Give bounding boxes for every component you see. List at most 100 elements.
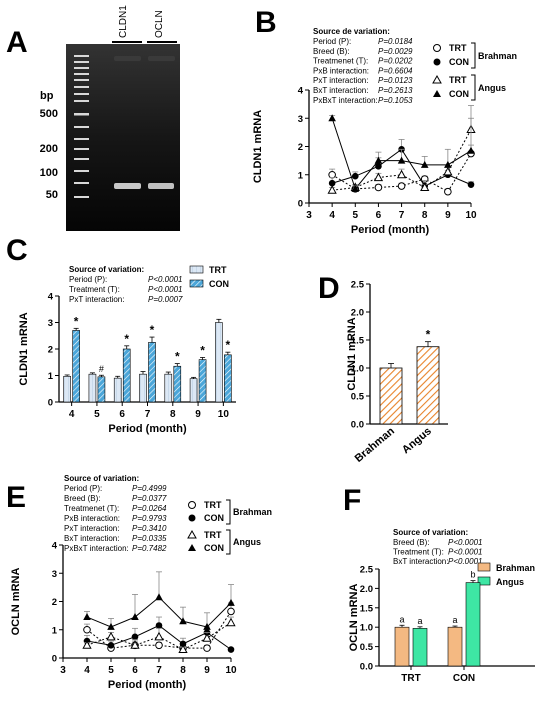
xtick-label-b-6: 9 [445,210,451,221]
y-axis-title-d: CLDN1 mRNA [346,317,358,390]
sig-mark-c-6: * [226,338,231,352]
chart-d: 0.0 0.5 1.0 1.5 2.0 2.5 CLDN1 mRNA Brahman Angus… [346,280,448,465]
band-cldn1 [114,183,141,189]
xtick-label-d-1: Angus [400,425,434,456]
bar-f-0-0 [394,626,410,667]
stat-value-f-2: P<0.0001 [448,557,482,566]
xtick-label-e-7: 10 [225,665,237,676]
bar-f-1-0 [412,628,428,667]
point-b-0-3 [397,182,406,190]
ytick-label-d-5: 2.5 [351,280,365,291]
well-ocln [148,56,175,61]
ytick-label-c-0: 0 [48,398,53,409]
point-e-3-1 [107,622,115,630]
ladder-lane [74,55,89,198]
ytick-label-f-4: 2.0 [360,584,373,595]
ytick-label-e-2: 2 [52,597,57,608]
ytick-label-d-2: 1.0 [351,364,364,375]
point-b-3-5 [444,160,452,168]
point-e-3-4 [179,617,187,625]
ytick-label-e-3: 3 [52,569,57,580]
lane-label-cldn1: CLDN1 [118,5,129,38]
stat-name-b-5: BxT interaction: [313,86,368,95]
legend-e-con-2: CON [204,543,224,553]
point-e-3-3 [155,593,163,601]
bp-mark-50: 50 [46,189,58,201]
y-axis-title-f: OCLN mRNA [348,584,360,652]
stat-value-b-3: P=0.6604 [378,66,413,75]
ytick-label-d-4: 2.0 [351,308,364,319]
ytick-label-b-4: 4 [298,86,304,97]
point-e-1-6 [227,646,235,653]
stat-name-f-2: BxT interaction: [393,557,448,566]
ytick-label-d-1: 0.5 [351,392,365,403]
ytick-label-c-4: 4 [48,292,54,303]
xtick-label-b-1: 4 [329,210,335,221]
ytick-label-f-5: 2.5 [360,565,374,576]
xtick-label-d-0: Brahman [353,425,397,465]
bar-c-0-4 [164,373,173,403]
stat-name-b-6: PxBxT interaction: [313,96,378,105]
stat-value-f-0: P<0.0001 [448,538,482,547]
bp-mark-500: 500 [40,108,58,120]
point-b-1-2 [375,162,382,170]
legend-b-trt-1: TRT [449,43,467,53]
legend-e-con-1: CON [204,513,224,523]
stat-name-e-0: Period (P): [64,484,102,493]
bar-c-1-5 [198,359,207,403]
point-b-3-4 [420,160,429,168]
point-e-2-2 [130,640,140,649]
legend-b-trt-2: TRT [449,75,467,85]
ytick-label-c-2: 2 [48,345,53,356]
point-e-3-2 [131,613,139,621]
point-e-0-0 [83,625,91,634]
stats-title-c: Source of variation: [69,265,144,274]
stat-value-e-4: P=0.3410 [132,524,167,533]
bar-c-1-0 [72,330,80,403]
point-e-1-2 [131,633,139,641]
panel-c: C Source of variation: Period (P): P<0.00… [6,234,236,435]
xtick-label-b-7: 10 [465,210,477,221]
point-b-2-2 [373,172,384,182]
stat-value-c-0: P<0.0001 [148,275,182,284]
stat-value-b-4: P=0.0123 [378,76,413,85]
xtick-label-b-3: 6 [376,210,382,221]
panel-label-c: C [6,234,28,267]
legend-b-con-2: CON [449,89,469,99]
legend-e: TRT CON Brahman TRT CON Angus [187,499,272,555]
chart-b: 0 1 2 3 4 3 4 5 6 7 8 9 10 Period (month) CLDN1 mRNA [252,86,477,237]
stat-value-e-3: P=0.9793 [132,514,167,523]
bar-c-1-2 [122,348,131,403]
xtick-label-b-0: 3 [306,210,312,221]
ytick-label-f-0: 0.0 [360,662,373,673]
x-axis-title-c: Period (month) [108,423,187,435]
panel-label-b: B [255,6,277,39]
sig-mark-c-4: * [175,350,180,364]
y-axis-title-b: CLDN1 mRNA [252,110,264,183]
point-b-3-6 [467,146,475,154]
point-e-2-4 [178,644,188,654]
panel-b: B Source de variation: Period (P): P=0.01… [252,6,517,236]
xtick-label-c-5: 9 [195,409,201,420]
point-b-3-3 [397,156,406,164]
legend-e-trt-1: TRT [204,500,222,510]
xtick-label-e-5: 8 [180,665,186,676]
xtick-label-e-6: 9 [204,665,210,676]
point-e-2-0 [82,640,92,649]
stat-name-b-3: PxB interaction: [313,66,369,75]
point-e-2-3 [154,631,164,641]
point-b-0-5 [444,187,452,196]
band-ocln [148,183,174,189]
point-e-1-4 [179,640,187,648]
sig-mark-c-2: * [124,332,129,346]
stat-name-b-1: Breed (B): [313,47,349,56]
xtick-label-c-1: 5 [94,409,100,420]
legend-b-brahman: Brahman [478,51,517,61]
xtick-label-b-5: 8 [422,210,428,221]
xtick-label-e-0: 3 [60,665,66,676]
ytick-label-e-1: 1 [52,625,58,636]
bar-c-0-2 [113,377,122,403]
ytick-label-c-1: 1 [48,371,54,382]
point-e-1-3 [155,622,163,629]
